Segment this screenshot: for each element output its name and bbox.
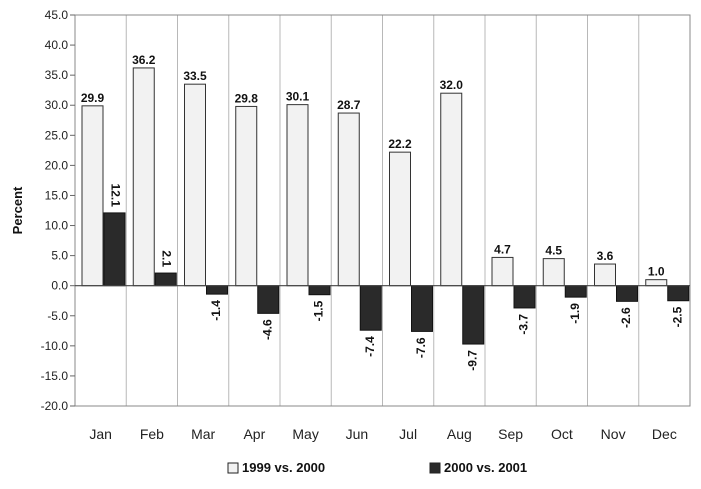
y-tick-label: 0.0 (51, 279, 68, 293)
bar-1999-vs-2000 (389, 151, 411, 287)
bar-1999-vs-2000 (645, 279, 668, 287)
data-label-2000-vs-2001: 12.1 (108, 184, 122, 208)
bar-1999-vs-2000 (542, 258, 565, 287)
bar-1999-vs-2000 (132, 67, 155, 287)
grid-layer (74, 14, 691, 407)
x-category-label: Mar (191, 426, 215, 442)
bar-1999-vs-2000 (235, 105, 258, 287)
data-label-1999-vs-2000: 33.5 (183, 69, 207, 83)
y-tick-label: -15.0 (41, 369, 69, 383)
bar-1999-vs-2000 (440, 92, 463, 287)
data-label-1999-vs-2000: 3.6 (597, 249, 614, 263)
data-label-2000-vs-2001: -7.6 (414, 337, 428, 358)
y-tick-label: -10.0 (41, 339, 69, 353)
y-tick-label: 20.0 (45, 158, 69, 172)
x-category-label: Jun (346, 426, 369, 442)
y-tick-label: 10.0 (45, 219, 69, 233)
x-category-label: May (292, 426, 318, 442)
x-category-label: Jan (89, 426, 112, 442)
data-label-1999-vs-2000: 22.2 (388, 137, 412, 151)
y-tick-label: 15.0 (45, 188, 69, 202)
bar-1999-vs-2000 (491, 256, 514, 287)
bar-2000-vs-2001 (257, 285, 280, 314)
x-category-label: Oct (551, 426, 573, 442)
bar-2000-vs-2001 (616, 285, 638, 302)
data-label-1999-vs-2000: 29.8 (235, 91, 259, 105)
legend-item-2000-vs-2001: 2000 vs. 2001 (429, 460, 527, 475)
y-tick-label: -20.0 (41, 399, 69, 413)
bar-2000-vs-2001 (103, 212, 126, 287)
legend-label: 2000 vs. 2001 (444, 460, 527, 475)
legend-swatch-dark (429, 462, 441, 474)
data-label-1999-vs-2000: 29.9 (81, 91, 105, 105)
x-category-label: Dec (652, 426, 677, 442)
y-tick-label: 40.0 (45, 38, 69, 52)
y-tick-label: 5.0 (51, 249, 68, 263)
x-category-label: Apr (243, 426, 265, 442)
bar-2000-vs-2001 (564, 285, 587, 298)
data-label-2000-vs-2001: -1.4 (209, 300, 223, 321)
data-label-1999-vs-2000: 30.1 (286, 90, 310, 104)
bar-2000-vs-2001 (359, 285, 382, 331)
legend-swatch-light (227, 462, 239, 474)
bar-2000-vs-2001 (462, 285, 485, 345)
y-tick-label: 35.0 (45, 68, 69, 82)
bar-2000-vs-2001 (513, 285, 536, 309)
y-axis-title: Percent (10, 186, 25, 234)
data-label-2000-vs-2001: 2.1 (160, 250, 174, 267)
y-tick-label: 45.0 (45, 8, 69, 22)
data-label-2000-vs-2001: -2.5 (670, 306, 684, 327)
bar-1999-vs-2000 (594, 263, 616, 287)
data-label-1999-vs-2000: 28.7 (337, 98, 361, 112)
bar-1999-vs-2000 (286, 104, 309, 287)
data-label-1999-vs-2000: 4.5 (545, 244, 562, 258)
data-label-1999-vs-2000: 32.0 (440, 78, 464, 92)
x-category-label: Jul (399, 426, 417, 442)
labels-layer: 29.9 12.1 36.2 2.1 33.5 -1.4 29.8 -4.6 30.1 -1.5 2… (81, 53, 685, 371)
data-label-2000-vs-2001: -3.7 (517, 314, 531, 335)
legend-label: 1999 vs. 2000 (242, 460, 325, 475)
bar-2000-vs-2001 (206, 285, 228, 295)
data-label-2000-vs-2001: -4.6 (260, 319, 274, 340)
bar-1999-vs-2000 (184, 83, 206, 287)
data-label-1999-vs-2000: 1.0 (648, 265, 665, 279)
axis-layer: -20.0 -15.0 -10.0 -5.0 0.0 5.0 10.0 15.0 20.0 25.… (41, 8, 690, 442)
bar-1999-vs-2000 (337, 112, 360, 287)
data-label-1999-vs-2000: 36.2 (132, 53, 156, 67)
x-category-label: Sep (498, 426, 523, 442)
bars-layer (81, 67, 690, 345)
legend: 1999 vs. 2000 2000 vs. 2001 (227, 460, 527, 475)
data-label-2000-vs-2001: -7.4 (363, 336, 377, 357)
data-label-1999-vs-2000: 4.7 (494, 242, 511, 256)
bar-2000-vs-2001 (308, 285, 331, 296)
x-category-label: Aug (447, 426, 472, 442)
bar-2000-vs-2001 (411, 285, 433, 332)
plot-frame (74, 14, 691, 407)
y-tick-label: 30.0 (45, 98, 69, 112)
bar-2000-vs-2001 (667, 285, 690, 302)
y-tick-label: 25.0 (45, 128, 69, 142)
x-category-label: Feb (140, 426, 164, 442)
data-label-2000-vs-2001: -2.6 (619, 307, 633, 328)
data-label-2000-vs-2001: -1.5 (312, 300, 326, 321)
bar-2000-vs-2001 (154, 272, 177, 287)
x-category-label: Nov (601, 426, 626, 442)
data-label-2000-vs-2001: -9.7 (465, 350, 479, 371)
bar-1999-vs-2000 (81, 105, 104, 287)
data-label-2000-vs-2001: -1.9 (568, 303, 582, 324)
y-tick-label: -5.0 (47, 309, 68, 323)
legend-item-1999-vs-2000: 1999 vs. 2000 (227, 460, 325, 475)
